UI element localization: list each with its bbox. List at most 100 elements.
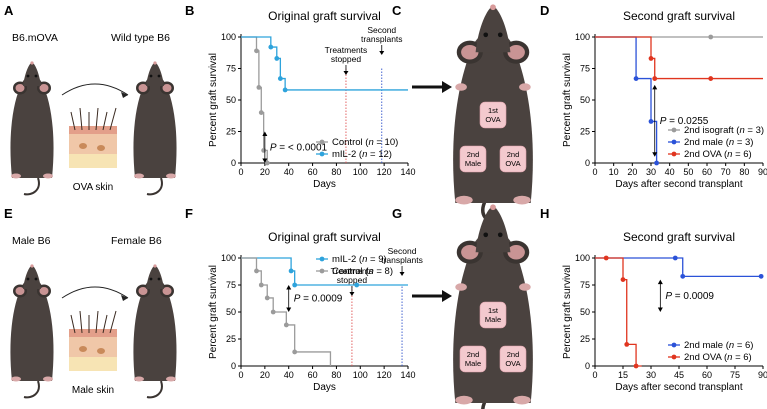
pvalue-arrowhead-h — [657, 307, 663, 312]
graft-patch-label: 2nd — [467, 350, 480, 359]
graft-patch-bg — [479, 301, 507, 329]
graft-patch-label: 1st — [488, 106, 499, 115]
series-marker-d-2 — [648, 56, 654, 61]
panel-label-g: G — [392, 206, 402, 221]
mouse-eye — [26, 74, 30, 78]
mouse-ear-inner — [15, 84, 25, 92]
pvalue-arrowhead-f — [286, 307, 292, 312]
flow-arrowhead-f-g — [442, 290, 452, 302]
chart-f: Original graft survival 0 20 40 60 80 100 120 14… — [208, 230, 423, 393]
panel-label-c: C — [392, 3, 402, 18]
x-tick-label-d: 90 — [758, 167, 767, 177]
event-label-f: Treatments — [331, 266, 374, 276]
donor-label-e: Male B6 — [12, 235, 51, 247]
tissue-label-e: Male skin — [72, 385, 114, 396]
series-marker-f-1 — [264, 295, 270, 301]
pvalue-label-b: P = < 0.0001 — [270, 142, 328, 153]
x-tick-label-b: 20 — [260, 167, 270, 177]
mouse-eye — [157, 277, 161, 281]
mouse-ear-inner — [138, 84, 148, 92]
mouse-ear-inner — [15, 287, 25, 295]
mouse-paw — [134, 376, 144, 382]
y-tick-label-f: 100 — [221, 253, 236, 263]
legend-swatch-marker — [671, 127, 677, 133]
series-marker-h-1 — [633, 363, 639, 369]
mouse-ear-inner — [507, 244, 525, 260]
mouse-paw — [519, 283, 531, 291]
graft-patch-label: 2nd — [507, 150, 520, 159]
legend-entry-d: 2nd OVA (n = 6) — [668, 149, 752, 160]
series-marker-d-1 — [648, 119, 654, 124]
skin-hair — [109, 310, 117, 334]
series-marker-f-1 — [254, 268, 259, 274]
legend-swatch-marker — [671, 139, 677, 145]
x-tick-label-b: 120 — [377, 167, 392, 177]
chart-title-b: Original graft survival — [268, 9, 381, 23]
x-tick-label-d: 0 — [592, 167, 597, 177]
series-marker-f-0 — [288, 268, 294, 274]
legend-label: Control (n = 8) — [332, 266, 393, 277]
recipient-label-e: Female B6 — [111, 235, 162, 247]
x-tick-label-h: 30 — [646, 370, 656, 380]
series-marker-b-1 — [268, 44, 274, 50]
legend-entry-h: 2nd male (n = 6) — [668, 340, 753, 351]
series-marker-f-1 — [292, 349, 298, 355]
graft-patch-bg — [479, 101, 507, 129]
mouse-ear-inner — [162, 287, 172, 295]
series-marker-h-1 — [603, 255, 609, 261]
skin-hair — [102, 111, 108, 131]
skin-hair — [102, 314, 108, 334]
x-tick-label-b: 100 — [353, 167, 368, 177]
event-arrowhead-b — [343, 71, 349, 75]
panel-label-a: A — [4, 3, 14, 18]
pvalue-arrowhead-f — [286, 285, 292, 290]
x-tick-label-d: 80 — [739, 167, 749, 177]
mouse-eye — [497, 32, 503, 38]
skin-gland — [79, 346, 87, 352]
chart-h: Second graft survival 0 15 30 45 60 75 90 0 25 50 7… — [562, 230, 767, 393]
mouse-paw — [455, 83, 467, 91]
mouse-nose — [490, 4, 496, 11]
mouse-ear-inner — [39, 84, 49, 92]
x-tick-label-f: 120 — [377, 370, 392, 380]
series-marker-d-1 — [633, 76, 639, 81]
flow-arrowhead-b-c — [442, 81, 452, 93]
mouse-paw — [513, 195, 531, 205]
legend-label: 2nd isograft (n = 3) — [684, 125, 764, 136]
event-label-b: stopped — [331, 54, 362, 64]
series-marker-b-1 — [277, 76, 283, 81]
mouse-tail — [23, 177, 40, 196]
skin-block-a — [69, 107, 117, 168]
series-marker-h-0 — [758, 273, 764, 279]
graft-patch-label: OVA — [505, 159, 520, 168]
mouse-eye — [34, 277, 38, 281]
series-marker-d-2 — [652, 76, 658, 81]
mouse-tail — [481, 401, 487, 409]
x-tick-label-d: 60 — [702, 167, 712, 177]
mouse-head — [146, 265, 164, 289]
chart-title-f: Original graft survival — [268, 230, 381, 244]
series-line-b-0 — [241, 36, 268, 163]
skin-gland — [79, 143, 87, 149]
mouse-recipient-e — [133, 264, 177, 399]
skin-hair — [79, 310, 83, 334]
mouse-paw — [513, 395, 531, 405]
series-marker-b-0 — [254, 48, 259, 54]
mouse-ear-inner — [39, 287, 49, 295]
graft-patch-bg — [499, 345, 527, 373]
x-tick-label-b: 0 — [238, 167, 243, 177]
legend-entry-b: Control (n = 10) — [316, 137, 398, 148]
series-marker-d-1 — [654, 160, 659, 166]
graft-patch-label: Male — [465, 159, 481, 168]
event-arrowhead-f — [349, 292, 355, 296]
panel-label-e: E — [4, 206, 13, 221]
x-tick-label-h: 90 — [758, 370, 767, 380]
x-tick-label-h: 45 — [674, 370, 684, 380]
event-label-b: Treatments — [325, 45, 368, 55]
mouse-head — [23, 265, 41, 289]
pvalue-label-f: P = 0.0009 — [294, 294, 343, 305]
mouse-eye — [157, 74, 161, 78]
x-tick-label-h: 15 — [618, 370, 628, 380]
skin-fat — [69, 154, 117, 168]
